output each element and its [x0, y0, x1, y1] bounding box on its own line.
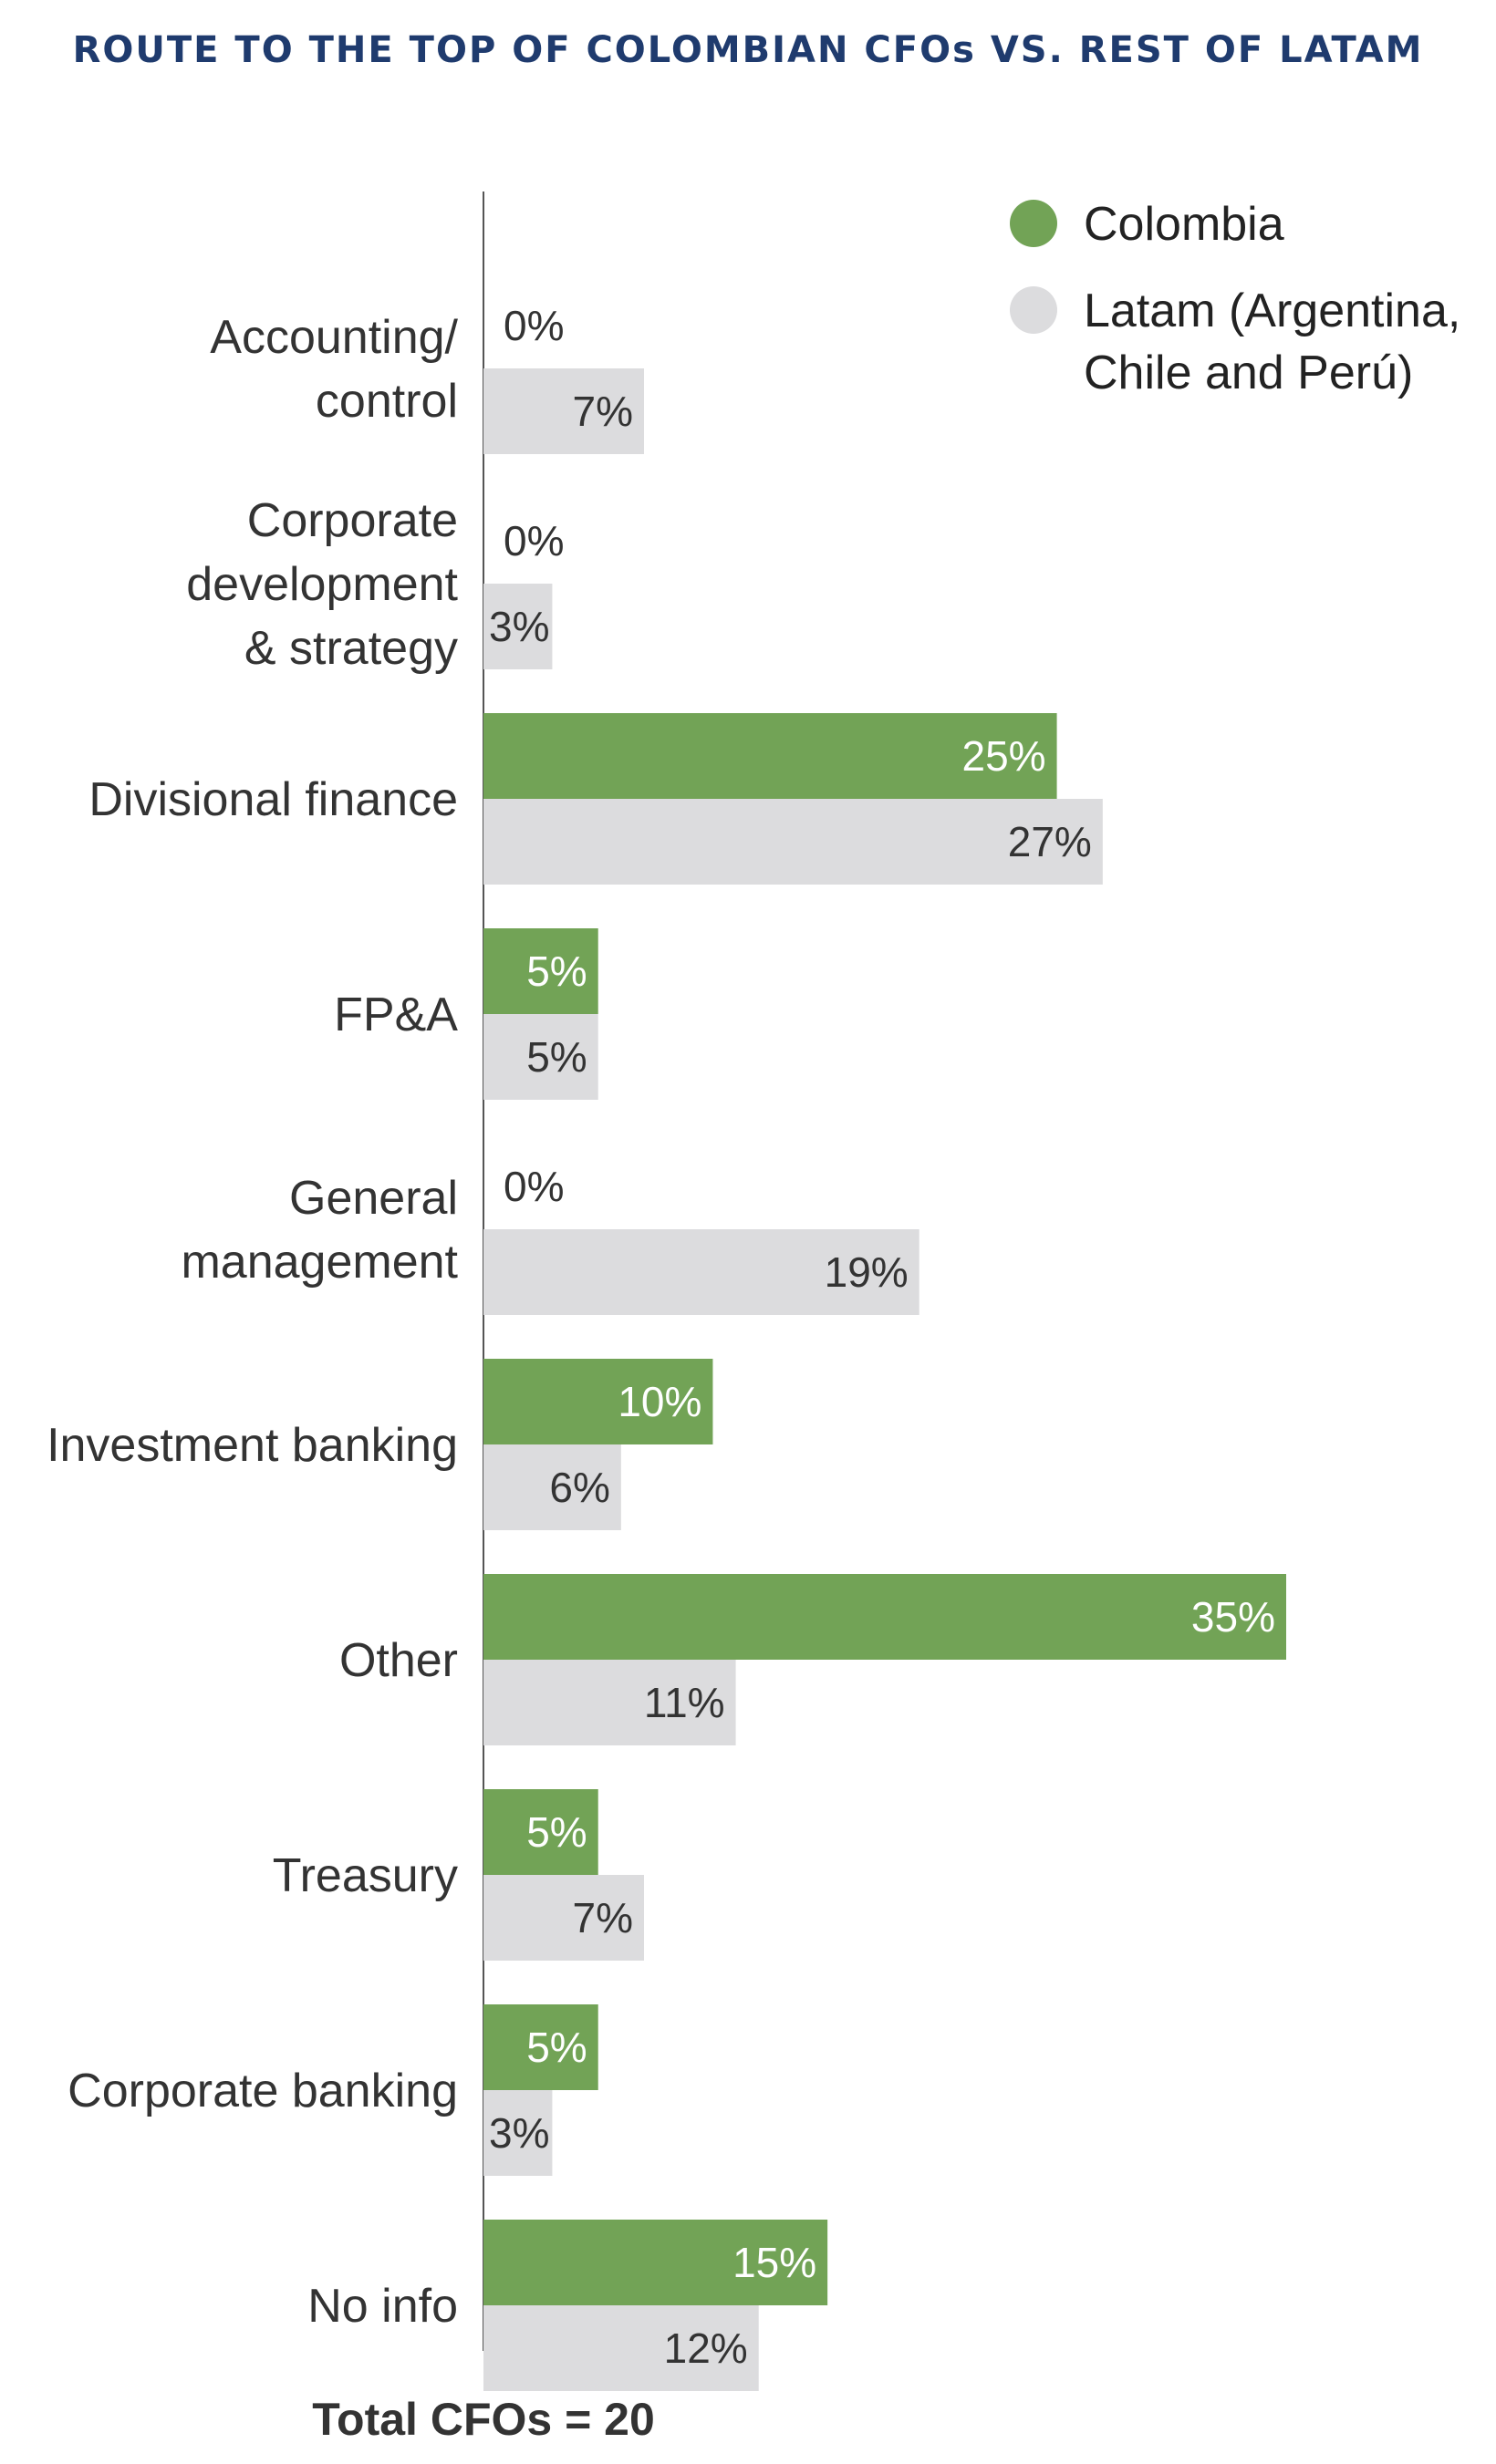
category-label-corporate-banking: Corporate banking [68, 2065, 458, 2117]
bar-latam-treasury [483, 1875, 644, 1961]
legend: Colombia Latam (Argentina, Chile and Per… [1010, 198, 1460, 399]
value-label-latam-fp-a: 5% [526, 1033, 587, 1081]
value-label-colombia-other: 35% [1191, 1593, 1275, 1641]
legend-latam-label-line-2: Chile and Perú) [1084, 347, 1413, 399]
bar-latam-divisional-finance [483, 799, 1103, 885]
bar-colombia-corporate-banking [483, 2004, 598, 2090]
value-label-latam-general-management: 19% [825, 1248, 909, 1296]
bar-latam-corporate-development-strategy [483, 584, 553, 669]
bar-latam-fp-a [483, 1014, 598, 1100]
value-label-latam-corporate-banking: 3% [489, 2109, 549, 2157]
value-label-latam-corporate-development-strategy: 3% [489, 603, 549, 650]
legend-colombia-swatch [1010, 200, 1057, 247]
value-label-colombia-corporate-development-strategy: 0% [504, 517, 564, 564]
legend-colombia-label: Colombia [1084, 198, 1284, 251]
bar-latam-corporate-banking [483, 2090, 553, 2176]
total-cfos-note: Total CFOs = 20 [312, 2394, 655, 2445]
value-label-colombia-investment-banking: 10% [618, 1378, 701, 1425]
value-label-colombia-fp-a: 5% [526, 947, 587, 995]
value-label-latam-treasury: 7% [573, 1894, 633, 1941]
category-label-other: Other [339, 1634, 458, 1687]
category-label-treasury: Treasury [273, 1849, 458, 1902]
bar-latam-accounting-control [483, 368, 644, 454]
bar-colombia-investment-banking [483, 1359, 713, 1444]
value-label-colombia-accounting-control: 0% [504, 302, 564, 349]
bar-latam-other [483, 1660, 736, 1745]
category-label-accounting-control-line-1: Accounting/ [210, 311, 458, 364]
legend-latam-label-line-1: Latam (Argentina, [1084, 285, 1460, 337]
bar-colombia-divisional-finance [483, 713, 1057, 799]
bar-latam-general-management [483, 1229, 919, 1315]
bars-group: 0%7%0%3%25%27%5%5%0%19%10%6%35%11%5%7%5%… [483, 302, 1286, 2391]
category-label-corporate-development-strategy-line-2: development [186, 558, 458, 611]
value-label-latam-accounting-control: 7% [573, 388, 633, 435]
category-label-accounting-control-line-2: control [316, 375, 458, 428]
category-label-divisional-finance: Divisional finance [88, 773, 458, 826]
category-label-no-info: No info [307, 2280, 458, 2333]
bar-colombia-other [483, 1574, 1286, 1660]
category-label-investment-banking: Investment banking [47, 1419, 458, 1472]
value-label-latam-divisional-finance: 27% [1008, 818, 1092, 865]
bar-latam-no-info [483, 2305, 759, 2391]
bar-colombia-fp-a [483, 928, 598, 1014]
category-label-general-management-line-2: management [181, 1236, 458, 1289]
legend-latam-swatch [1010, 286, 1057, 334]
category-label-fp-a: FP&A [334, 989, 458, 1041]
category-labels: Accounting/control Corporate development & … [47, 311, 458, 2333]
value-label-colombia-corporate-banking: 5% [526, 2024, 587, 2071]
bar-colombia-treasury [483, 1789, 598, 1875]
value-label-colombia-no-info: 15% [732, 2239, 816, 2286]
value-label-latam-no-info: 12% [664, 2324, 748, 2372]
value-label-latam-investment-banking: 6% [549, 1464, 609, 1511]
value-label-latam-other: 11% [644, 1679, 725, 1726]
value-label-colombia-general-management: 0% [504, 1163, 564, 1210]
bar-colombia-no-info [483, 2220, 828, 2305]
category-label-general-management-line-1: General [289, 1172, 458, 1225]
value-label-colombia-treasury: 5% [526, 1808, 587, 1856]
chart-title: ROUTE TO THE TOP OF COLOMBIAN CFOs VS. R… [73, 29, 1424, 71]
value-label-colombia-divisional-finance: 25% [961, 732, 1045, 780]
category-label-corporate-development-strategy-line-3: & strategy [244, 622, 458, 675]
bar-latam-investment-banking [483, 1444, 621, 1530]
category-label-corporate-development-strategy-line-1: Corporate [247, 494, 458, 547]
